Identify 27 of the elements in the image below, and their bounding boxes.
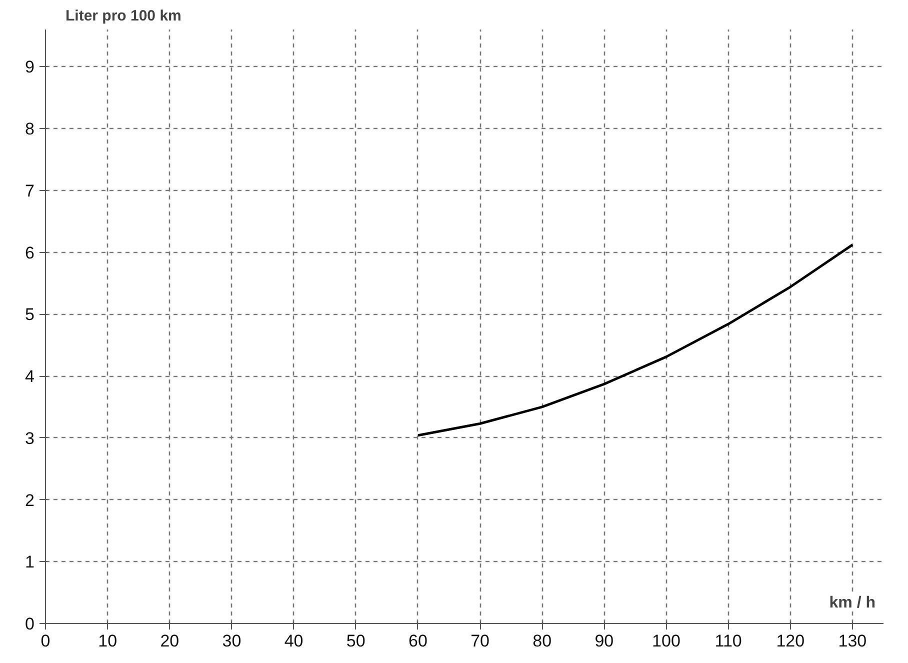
y-tick-label: 9 [25, 58, 35, 77]
y-axis-title: Liter pro 100 km [66, 8, 182, 24]
y-tick-label: 1 [25, 552, 35, 572]
y-tick-label: 8 [25, 120, 35, 138]
x-tick-label: 130 [838, 632, 867, 650]
x-tick-label: 80 [532, 632, 552, 650]
x-axis-title: km / h [829, 594, 876, 612]
y-tick-label: 2 [25, 490, 35, 510]
x-tick-label: 30 [222, 632, 242, 650]
x-tick-label: 10 [98, 632, 118, 650]
y-tick-label: 3 [25, 428, 35, 448]
y-tick-label: 4 [25, 367, 35, 386]
y-tick-label: 7 [25, 181, 35, 200]
x-tick-label: 50 [346, 632, 366, 650]
x-tick-label: 100 [652, 632, 680, 650]
y-tick-label: 5 [25, 305, 35, 324]
x-tick-label: 60 [408, 632, 428, 650]
line-series [416, 244, 854, 437]
x-tick-label: 110 [714, 632, 742, 650]
x-tick-label: 70 [470, 632, 490, 650]
y-tick-label: 0 [25, 614, 35, 634]
x-tick-label: 40 [284, 632, 304, 650]
x-tick-label: 0 [40, 632, 50, 650]
y-tick-label: 6 [25, 243, 35, 262]
x-tick-label: 90 [594, 632, 614, 650]
x-tick-label: 20 [160, 632, 180, 650]
x-tick-label: 120 [776, 632, 805, 650]
